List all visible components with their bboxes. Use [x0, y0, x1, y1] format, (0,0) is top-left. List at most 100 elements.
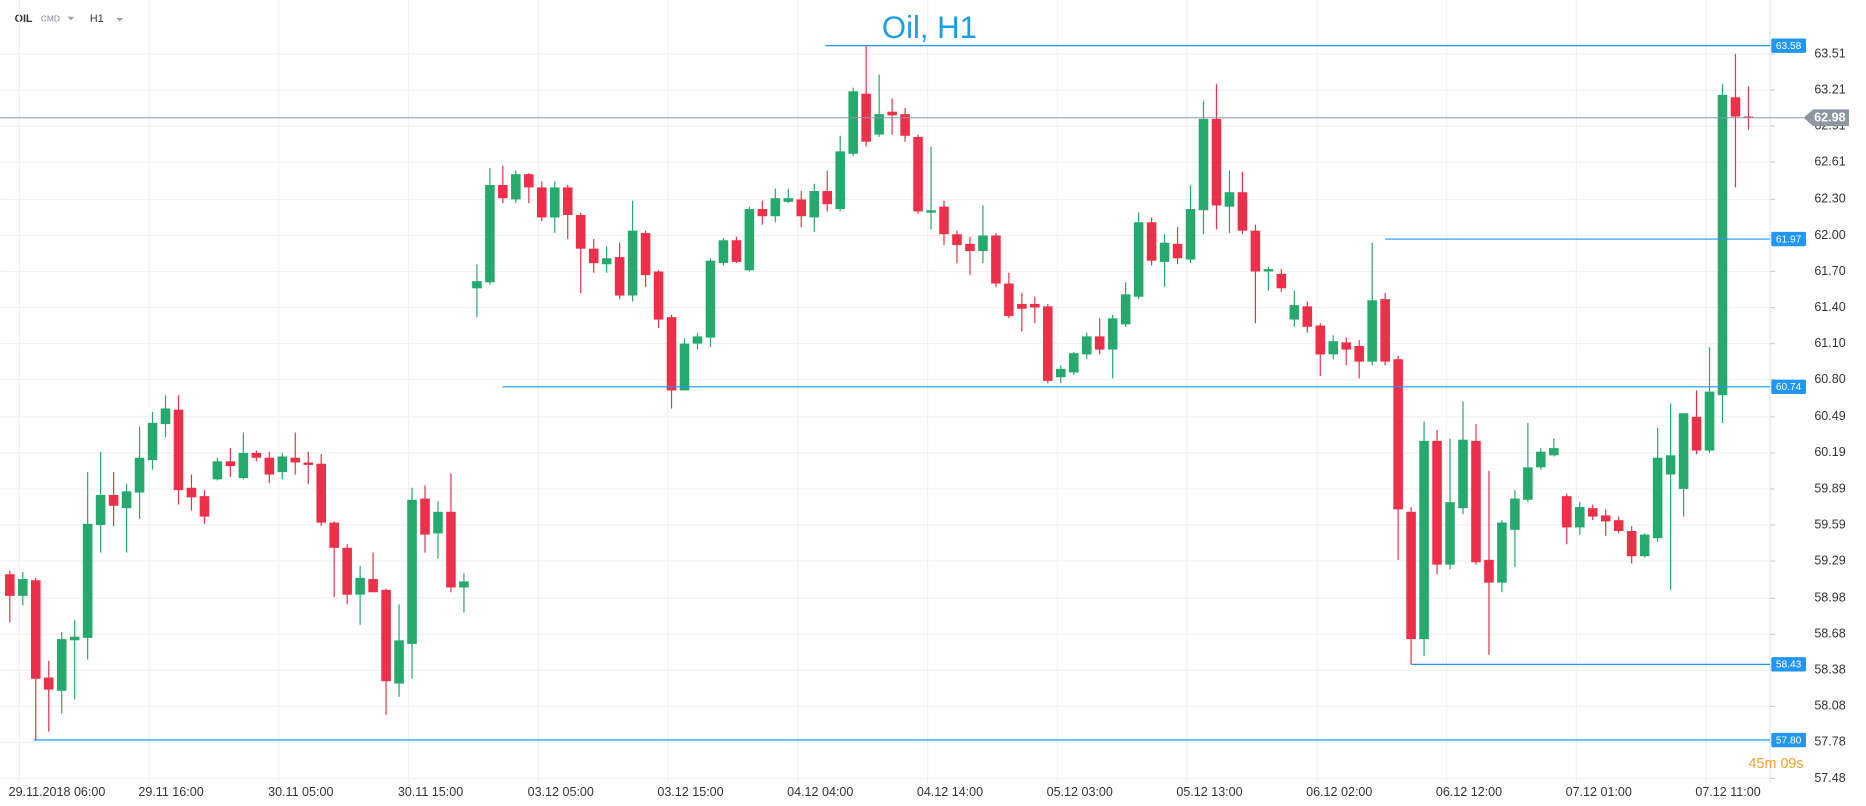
candle-body — [433, 511, 443, 534]
candle-body — [1224, 192, 1235, 207]
candle-body — [329, 522, 339, 548]
y-tick-label: 60.80 — [1814, 372, 1845, 386]
candle-body — [1600, 515, 1611, 522]
candle-body — [1730, 97, 1741, 117]
candle-body — [1030, 303, 1040, 308]
candle-body — [472, 281, 482, 289]
candle-body — [1691, 416, 1702, 451]
y-tick-label: 62.61 — [1814, 154, 1845, 168]
candle-body — [705, 260, 716, 338]
candle-body — [186, 487, 197, 498]
candle-body — [1328, 341, 1339, 355]
y-tick-label: 61.40 — [1814, 300, 1845, 314]
x-tick-label: 30.11 15:00 — [398, 785, 463, 799]
market[interactable]: CMD — [41, 13, 60, 23]
candle-body — [420, 498, 430, 535]
candle-body — [498, 185, 508, 199]
candle-body — [5, 574, 15, 596]
y-tick-label: 59.29 — [1814, 553, 1845, 567]
candle-body — [394, 640, 404, 684]
level-label: 60.74 — [1776, 382, 1802, 393]
x-tick-label: 30.11 05:00 — [268, 785, 333, 799]
level-label: 58.43 — [1776, 660, 1802, 671]
candle-body — [809, 191, 820, 218]
y-tick-label: 58.68 — [1814, 627, 1845, 641]
candle-body — [666, 317, 677, 391]
candle-body — [835, 151, 845, 210]
candle-body — [1276, 273, 1287, 289]
candle-body — [1120, 294, 1131, 325]
current-price-tag — [1803, 109, 1850, 127]
y-tick-label: 63.51 — [1814, 46, 1845, 60]
candle-body — [1510, 498, 1520, 530]
candle-body — [1613, 520, 1624, 531]
candle-body — [1354, 345, 1364, 362]
dropdown-arrow[interactable] — [67, 16, 75, 21]
candle-body — [848, 91, 858, 154]
candle-body — [562, 187, 573, 216]
candle-body — [627, 230, 638, 296]
y-tick-label: 58.08 — [1814, 699, 1845, 713]
candle-body — [17, 579, 28, 596]
dropdown-arrow[interactable] — [116, 17, 124, 22]
x-tick-label: 07.12 11:00 — [1695, 785, 1760, 799]
x-tick-label: 29.11 16:00 — [138, 785, 203, 799]
candle-body — [1107, 318, 1118, 350]
candle-body — [640, 233, 651, 276]
y-tick-label: 58.38 — [1814, 663, 1845, 677]
candle-body — [238, 452, 249, 479]
candle-body — [1341, 342, 1352, 350]
candle-body — [524, 174, 534, 188]
candle-body — [1367, 300, 1377, 362]
candle-body — [381, 589, 391, 682]
candle-body — [1549, 448, 1559, 456]
candle-body — [1562, 496, 1572, 528]
candle-body — [588, 248, 599, 264]
candle-body — [1626, 530, 1637, 557]
level-tag — [1771, 732, 1806, 748]
level-tag — [1771, 379, 1806, 395]
candle-body — [1315, 325, 1326, 355]
y-tick-label: 57.78 — [1814, 735, 1845, 749]
candle-body — [1055, 368, 1066, 378]
candle-body — [1665, 455, 1676, 475]
x-tick-label: 05.12 03:00 — [1047, 785, 1113, 799]
candle-body — [757, 209, 768, 217]
candle-body — [1639, 534, 1650, 557]
candle-body — [1523, 467, 1533, 500]
candle-body — [900, 114, 910, 136]
candle-body — [303, 462, 314, 465]
candle-body — [887, 111, 897, 116]
x-tick-label: 06.12 12:00 — [1436, 785, 1502, 799]
y-tick-label: 58.98 — [1814, 591, 1845, 605]
candle-body — [926, 210, 936, 213]
y-tick-label: 62.00 — [1814, 228, 1845, 242]
candle-body — [1678, 413, 1689, 489]
y-tick-label: 59.59 — [1814, 517, 1845, 531]
x-tick-label: 07.12 01:00 — [1566, 785, 1632, 799]
candle-body — [134, 457, 145, 493]
candle-body — [1704, 391, 1715, 451]
chart-title: Oil, H1 — [882, 10, 977, 45]
candle-body — [108, 494, 119, 506]
candle-body — [822, 191, 833, 205]
timeframe[interactable]: H1 — [90, 13, 104, 25]
candle-body — [1159, 242, 1170, 262]
symbol[interactable]: OIL — [15, 13, 33, 25]
candle-body — [160, 408, 171, 425]
candle-body — [1574, 506, 1585, 528]
current-price-label: 62.98 — [1814, 111, 1845, 125]
y-tick-label: 62.30 — [1814, 192, 1845, 206]
x-tick-label: 03.12 15:00 — [657, 785, 723, 799]
y-tick-label: 61.70 — [1814, 264, 1845, 278]
candle-body — [874, 114, 884, 135]
candle-body — [407, 499, 417, 644]
candle-body — [1081, 336, 1092, 355]
candle-body — [1211, 118, 1222, 206]
candle-body — [1004, 283, 1014, 316]
candle-body — [1471, 440, 1481, 563]
candle-body — [692, 336, 703, 344]
candle-body — [56, 639, 67, 691]
level-tag — [1771, 38, 1806, 53]
candle-body — [549, 187, 560, 218]
